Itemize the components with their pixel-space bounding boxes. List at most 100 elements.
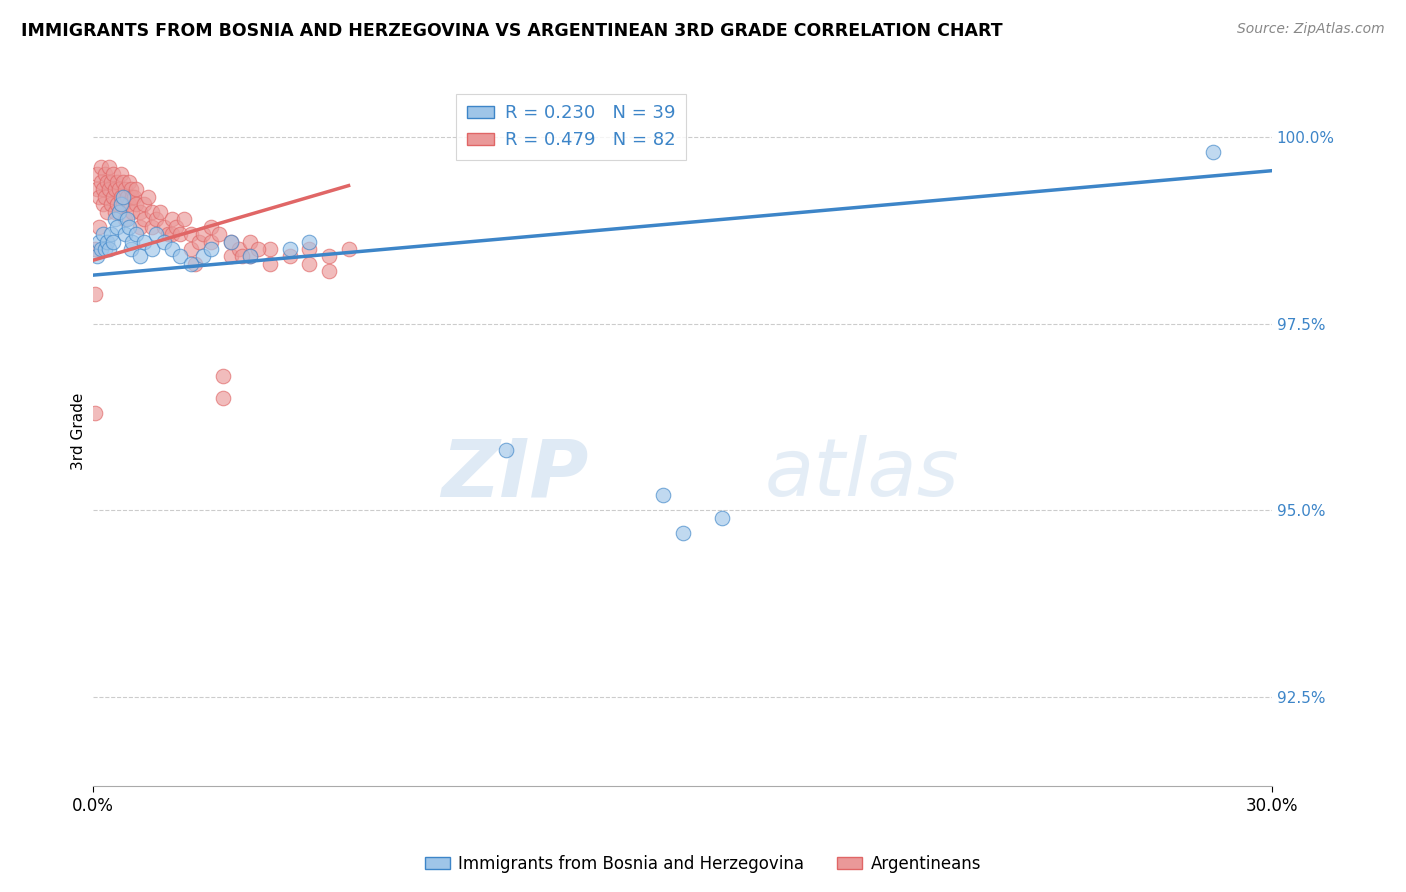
Point bbox=[105, 175, 128, 189]
Point bbox=[124, 190, 146, 204]
Point bbox=[165, 219, 187, 234]
Point bbox=[337, 242, 360, 256]
Text: IMMIGRANTS FROM BOSNIA AND HERZEGOVINA VS ARGENTINEAN 3RD GRADE CORRELATION CHAR: IMMIGRANTS FROM BOSNIA AND HERZEGOVINA V… bbox=[21, 22, 1002, 40]
Point bbox=[87, 235, 110, 249]
Point bbox=[298, 242, 321, 256]
Point bbox=[129, 219, 152, 234]
Point bbox=[90, 160, 112, 174]
Point bbox=[318, 250, 340, 264]
Point bbox=[1202, 145, 1225, 159]
Point bbox=[160, 212, 183, 227]
Point bbox=[129, 204, 152, 219]
Point bbox=[145, 227, 167, 241]
Point bbox=[134, 235, 156, 249]
Point bbox=[228, 242, 250, 256]
Point bbox=[208, 227, 231, 241]
Point bbox=[111, 190, 134, 204]
Point bbox=[101, 235, 124, 249]
Point bbox=[96, 235, 118, 249]
Point bbox=[200, 242, 222, 256]
Point bbox=[710, 510, 733, 524]
Point bbox=[107, 182, 129, 196]
Point bbox=[259, 257, 281, 271]
Point bbox=[105, 219, 128, 234]
Point bbox=[111, 197, 134, 211]
Point bbox=[104, 212, 127, 227]
Point bbox=[134, 197, 156, 211]
Point bbox=[239, 250, 262, 264]
Point bbox=[180, 257, 202, 271]
Point bbox=[259, 242, 281, 256]
Point bbox=[200, 235, 222, 249]
Point bbox=[298, 235, 321, 249]
Point bbox=[169, 227, 191, 241]
Point bbox=[90, 242, 112, 256]
Point bbox=[169, 250, 191, 264]
Point bbox=[117, 197, 139, 211]
Point bbox=[125, 182, 148, 196]
Point bbox=[298, 257, 321, 271]
Point bbox=[87, 219, 110, 234]
Point bbox=[651, 488, 673, 502]
Point bbox=[86, 250, 108, 264]
Point bbox=[184, 257, 207, 271]
Point bbox=[110, 197, 132, 211]
Point bbox=[86, 182, 108, 196]
Point bbox=[115, 212, 138, 227]
Point bbox=[219, 235, 242, 249]
Point bbox=[173, 212, 195, 227]
Legend: Immigrants from Bosnia and Herzegovina, Argentineans: Immigrants from Bosnia and Herzegovina, … bbox=[418, 848, 988, 880]
Point bbox=[200, 219, 222, 234]
Point bbox=[84, 406, 107, 420]
Y-axis label: 3rd Grade: 3rd Grade bbox=[72, 393, 86, 470]
Point bbox=[495, 443, 517, 458]
Point bbox=[141, 204, 163, 219]
Point bbox=[97, 182, 120, 196]
Point bbox=[141, 242, 163, 256]
Point bbox=[149, 204, 172, 219]
Point bbox=[153, 235, 176, 249]
Point bbox=[160, 242, 183, 256]
Point bbox=[94, 168, 117, 182]
Point bbox=[239, 235, 262, 249]
Point bbox=[101, 168, 124, 182]
Point bbox=[87, 190, 110, 204]
Point bbox=[136, 190, 159, 204]
Point bbox=[91, 227, 114, 241]
Point bbox=[211, 391, 233, 405]
Point bbox=[160, 227, 183, 241]
Point bbox=[94, 242, 117, 256]
Point bbox=[145, 212, 167, 227]
Point bbox=[121, 204, 143, 219]
Point bbox=[125, 227, 148, 241]
Point bbox=[141, 219, 163, 234]
Point bbox=[239, 250, 262, 264]
Point bbox=[114, 182, 136, 196]
Point bbox=[101, 190, 124, 204]
Point bbox=[110, 190, 132, 204]
Point bbox=[231, 250, 253, 264]
Point bbox=[91, 197, 114, 211]
Text: ZIP: ZIP bbox=[441, 435, 588, 513]
Point bbox=[180, 242, 202, 256]
Point bbox=[105, 197, 128, 211]
Point bbox=[91, 182, 114, 196]
Point bbox=[120, 242, 142, 256]
Point bbox=[121, 190, 143, 204]
Point bbox=[247, 242, 270, 256]
Point bbox=[211, 368, 233, 383]
Point bbox=[107, 204, 129, 219]
Text: atlas: atlas bbox=[765, 435, 960, 513]
Point bbox=[129, 250, 152, 264]
Point bbox=[94, 190, 117, 204]
Point bbox=[115, 190, 138, 204]
Text: Source: ZipAtlas.com: Source: ZipAtlas.com bbox=[1237, 22, 1385, 37]
Point bbox=[193, 250, 215, 264]
Point bbox=[100, 175, 122, 189]
Point bbox=[114, 227, 136, 241]
Point bbox=[100, 197, 122, 211]
Point bbox=[153, 219, 176, 234]
Point bbox=[86, 168, 108, 182]
Point bbox=[188, 235, 211, 249]
Point bbox=[193, 227, 215, 241]
